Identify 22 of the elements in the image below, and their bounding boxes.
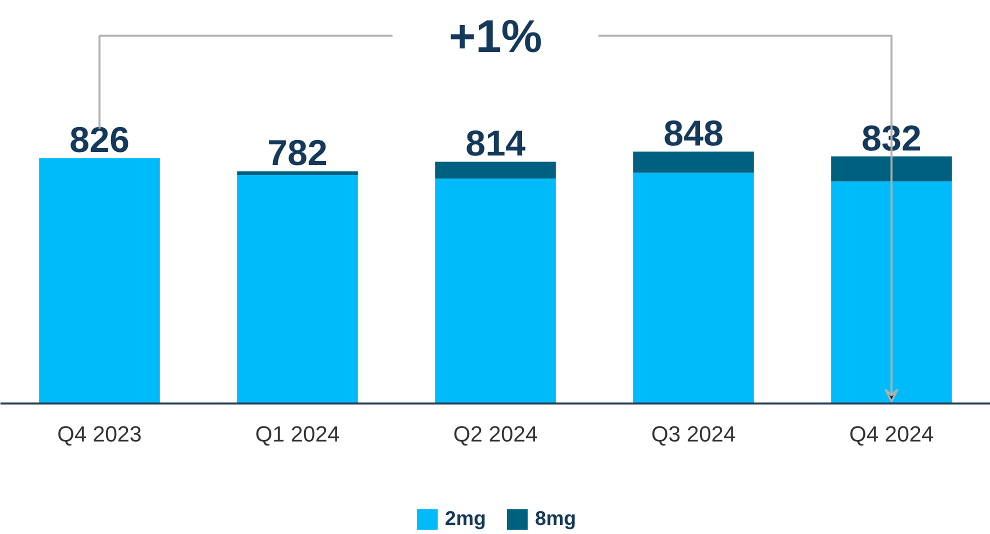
annotation: 782 xyxy=(267,132,328,174)
bar xyxy=(435,178,556,404)
text: +1% xyxy=(448,10,542,62)
bar xyxy=(237,171,358,176)
annotation: 848 xyxy=(663,112,724,154)
legend-label: 2mg xyxy=(444,508,486,530)
x-tick-label: Q2 2024 xyxy=(453,422,538,446)
bar xyxy=(831,156,952,182)
x-tick-label: Q1 2024 xyxy=(255,422,340,446)
x-tick-label: Q4 2024 xyxy=(849,422,934,446)
x-tick-label: Q3 2024 xyxy=(651,422,736,446)
annotation: 814 xyxy=(465,122,526,164)
annotation: 832 xyxy=(861,117,922,158)
annotation: 826 xyxy=(69,119,130,160)
bar xyxy=(633,152,754,173)
x-tick-label: Q4 2023 xyxy=(57,422,142,446)
bar xyxy=(435,162,556,179)
bar xyxy=(633,172,754,404)
bar xyxy=(39,158,160,404)
bar xyxy=(237,175,358,404)
legend-label: 8mg xyxy=(535,508,576,530)
bar xyxy=(831,181,952,404)
